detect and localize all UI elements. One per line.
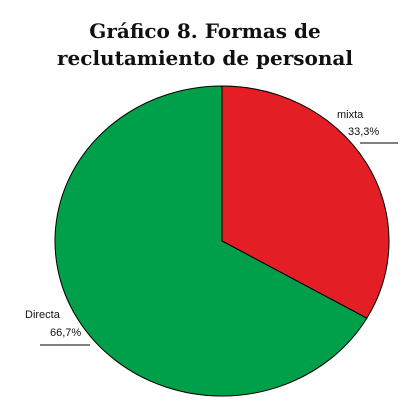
chart-title: Gráfico 8. Formas de reclutamiento de pe… <box>57 19 353 70</box>
pie-slice <box>54 85 368 397</box>
value-label: 33,3% <box>348 126 379 138</box>
pie-slice <box>221 85 390 319</box>
slice-label: mixta <box>337 109 364 121</box>
slice-label: Directa <box>25 309 61 321</box>
value-label: 66,7% <box>50 327 81 339</box>
